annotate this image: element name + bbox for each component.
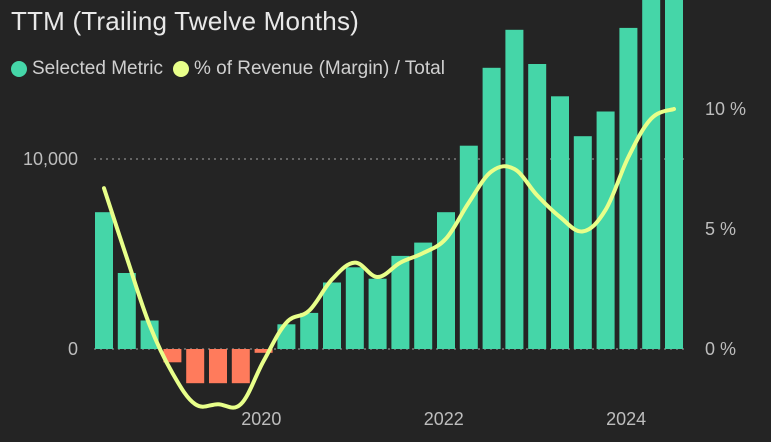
bar bbox=[414, 242, 433, 349]
chart-title: TTM (Trailing Twelve Months) bbox=[11, 6, 360, 36]
x-tick-label: 2024 bbox=[606, 409, 646, 429]
bar-negative bbox=[254, 349, 273, 353]
x-tick-label: 2020 bbox=[241, 409, 281, 429]
bar-negative bbox=[163, 349, 182, 363]
bar bbox=[528, 64, 547, 349]
legend: Selected Metric % of Revenue (Margin) / … bbox=[11, 58, 455, 80]
bar bbox=[596, 111, 615, 349]
bar bbox=[459, 145, 478, 349]
legend-label-margin: % of Revenue (Margin) / Total bbox=[193, 58, 445, 79]
y-right-tick-label: 10 % bbox=[705, 99, 746, 119]
legend-item-margin[interactable]: % of Revenue (Margin) / Total bbox=[172, 58, 445, 80]
bar bbox=[505, 29, 524, 350]
bar bbox=[95, 212, 113, 349]
bar bbox=[482, 67, 501, 350]
bar bbox=[642, 0, 661, 349]
bar-negative bbox=[231, 349, 250, 384]
bar bbox=[117, 273, 136, 349]
series-line-margin bbox=[102, 107, 676, 410]
x-tick-label: 2022 bbox=[424, 409, 464, 429]
bar bbox=[391, 255, 410, 349]
bar bbox=[619, 27, 638, 350]
y-left-tick-label: 0 bbox=[68, 339, 78, 359]
legend-label-selected-metric: Selected Metric bbox=[32, 58, 163, 79]
y-left-tick-label: 10,000 bbox=[23, 149, 78, 169]
bar bbox=[665, 0, 683, 349]
bar bbox=[573, 136, 592, 349]
bar-negative bbox=[209, 349, 227, 384]
legend-dot-icon bbox=[11, 61, 27, 77]
bar bbox=[437, 212, 455, 349]
bar bbox=[345, 267, 364, 349]
bar bbox=[551, 96, 569, 349]
legend-item-selected-metric[interactable]: Selected Metric bbox=[11, 58, 163, 80]
bar bbox=[300, 312, 319, 349]
bar bbox=[323, 282, 341, 349]
bar bbox=[140, 320, 159, 349]
legend-dot-icon bbox=[172, 61, 189, 77]
bar bbox=[368, 278, 387, 349]
y-right-tick-label: 0 % bbox=[705, 339, 736, 359]
y-right-tick-label: 5 % bbox=[705, 219, 736, 239]
bar-negative bbox=[186, 349, 205, 384]
